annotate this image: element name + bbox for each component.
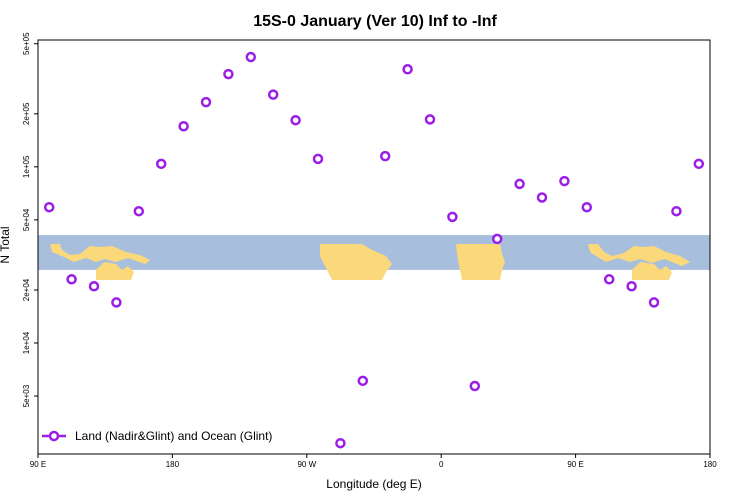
- x-tick-label: 90 W: [297, 460, 316, 469]
- legend-label: Land (Nadir&Glint) and Ocean (Glint): [75, 429, 272, 443]
- data-point: [178, 120, 189, 132]
- y-axis: 5e+03 1e+04 2e+04 5e+04 1e+05 2e+05 5e+05: [22, 32, 38, 407]
- data-point: [290, 114, 301, 126]
- data-point: [379, 150, 391, 162]
- y-axis-label: N Total: [0, 226, 12, 263]
- data-point: [693, 158, 705, 170]
- data-point: [469, 380, 481, 392]
- y-tick-label: 5e+04: [22, 208, 31, 231]
- data-point: [133, 205, 145, 217]
- y-tick-label: 1e+04: [22, 331, 31, 354]
- y-tick-label: 1e+05: [22, 155, 31, 178]
- data-point: [536, 192, 548, 203]
- land-australia-east: [632, 262, 672, 280]
- data-point: [514, 178, 525, 190]
- data-point: [357, 375, 369, 387]
- x-tick-label: 90 E: [567, 460, 583, 469]
- data-point: [581, 201, 593, 213]
- data-point: [267, 89, 279, 100]
- x-tick-label: 90 E: [30, 460, 46, 469]
- x-tick-label: 180: [703, 460, 717, 469]
- data-point: [43, 201, 55, 213]
- data-point: [559, 175, 570, 187]
- data-point: [245, 51, 257, 63]
- data-point: [603, 274, 615, 285]
- y-tick-label: 2e+05: [22, 102, 31, 125]
- data-points: [43, 51, 705, 449]
- land-south-america: [320, 244, 392, 280]
- data-point: [402, 64, 413, 75]
- data-point: [88, 280, 100, 292]
- land-australia-west: [96, 262, 134, 280]
- x-tick-label: 0: [439, 460, 444, 469]
- data-point: [447, 211, 458, 223]
- x-axis: 90 E 180 90 W 0 90 E 180: [30, 454, 717, 469]
- land-maritime-continent-west: [50, 244, 150, 264]
- plot-frame: [37, 39, 711, 455]
- data-point: [491, 233, 503, 245]
- land-maritime-continent-east: [588, 244, 690, 266]
- data-point: [155, 158, 167, 170]
- data-point: [66, 274, 77, 285]
- legend: Land (Nadir&Glint) and Ocean (Glint): [42, 429, 272, 443]
- world-map-strip: [38, 235, 710, 280]
- y-tick-label: 2e+04: [22, 278, 31, 301]
- data-point: [111, 297, 122, 308]
- data-point: [626, 280, 637, 292]
- data-point: [335, 437, 346, 449]
- y-tick-label: 5e+05: [22, 32, 31, 55]
- data-point: [671, 205, 682, 217]
- land-africa: [456, 244, 505, 280]
- chart-title: 15S-0 January (Ver 10) Inf to -Inf: [253, 13, 497, 30]
- data-point: [648, 297, 660, 308]
- data-point: [200, 96, 212, 108]
- legend-marker: [48, 430, 60, 442]
- data-point: [424, 114, 436, 125]
- y-tick-label: 5e+03: [22, 384, 31, 407]
- x-tick-label: 180: [166, 460, 180, 469]
- x-axis-label: Longitude (deg E): [326, 477, 421, 491]
- data-point: [223, 68, 234, 80]
- data-point: [312, 153, 324, 165]
